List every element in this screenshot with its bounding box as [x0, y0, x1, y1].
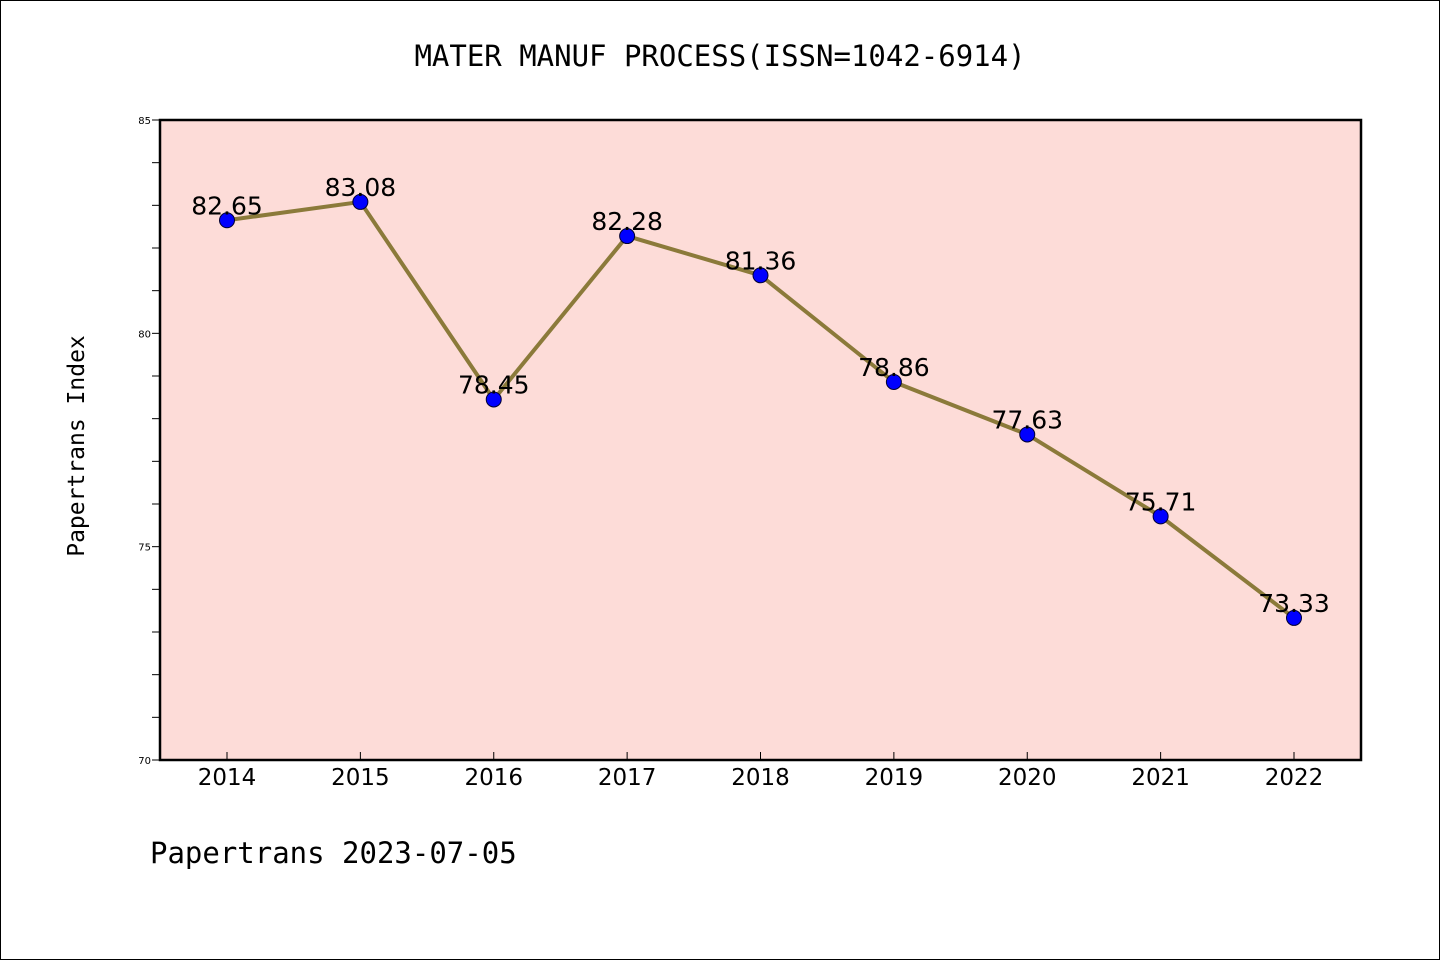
x-tick-label: 2016 [464, 765, 523, 791]
data-point [619, 228, 636, 245]
data-point [752, 267, 769, 284]
data-point [1152, 508, 1169, 525]
data-point [485, 391, 502, 408]
x-tick-label: 2015 [331, 765, 390, 791]
y-tick-label: 70 [138, 756, 151, 767]
y-tick-label: 85 [138, 116, 151, 127]
data-label: 81.36 [725, 246, 797, 275]
data-label: 82.28 [591, 207, 663, 236]
data-label: 83.08 [325, 173, 397, 202]
x-tick-label: 2019 [865, 765, 924, 791]
data-label: 77.63 [991, 405, 1063, 434]
y-axis-label: Papertrans Index [64, 335, 90, 557]
data-point [1019, 426, 1036, 443]
data-label: 73.33 [1258, 589, 1330, 618]
x-tick-label: 2021 [1131, 765, 1190, 791]
chart-title: MATER MANUF PROCESS(ISSN=1042-6914) [414, 39, 1025, 73]
footer-stamp: Papertrans 2023-07-05 [150, 836, 517, 870]
data-label: 78.45 [458, 370, 530, 399]
x-axis-ticks: 2014 2015 2016 2017 2018 2019 2020 2021 2022 [198, 752, 1324, 791]
data-point [1286, 609, 1302, 626]
data-label: 82.65 [191, 191, 263, 220]
y-axis-ticks: 70 75 80 85 [138, 116, 160, 767]
x-tick-label: 2017 [598, 765, 657, 791]
y-tick-label: 75 [138, 543, 151, 554]
data-label: 75.71 [1125, 487, 1197, 516]
plot-area [160, 120, 1361, 760]
data-point [885, 373, 902, 390]
plot-frame [158, 118, 1363, 762]
x-tick-label: 2022 [1265, 765, 1324, 791]
x-tick-label: 2020 [998, 765, 1057, 791]
x-tick-label: 2014 [198, 765, 257, 791]
y-tick-label: 80 [138, 329, 151, 340]
data-point [352, 193, 369, 210]
data-label: 78.86 [858, 353, 930, 382]
x-tick-label: 2018 [731, 765, 790, 791]
data-point [219, 212, 235, 229]
series-layer: 82.65 83.08 78.45 82.28 81.36 78.86 77.63 75.71… [191, 173, 1330, 626]
